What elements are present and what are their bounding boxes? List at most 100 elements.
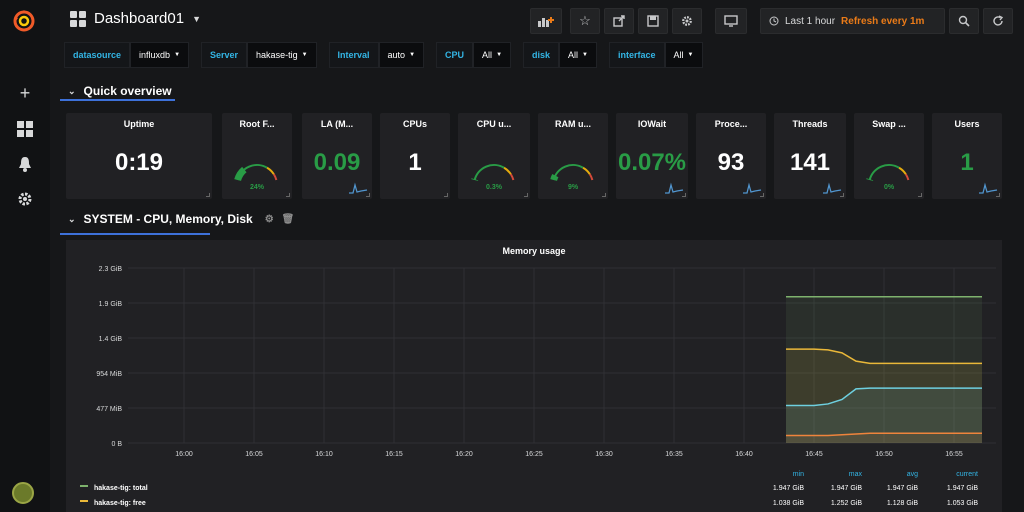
memory-usage-panel: Memory usage 2.3 GiB 1.9 GiB 1.4 GiB 954 Mi…: [66, 240, 1002, 512]
x-tick-label: 16:40: [735, 451, 753, 458]
variable-label: interface: [609, 42, 665, 68]
resize-handle[interactable]: [918, 193, 922, 197]
variable-interface: interface All ▼: [609, 42, 703, 68]
refresh-button[interactable]: [983, 8, 1013, 34]
stat-title[interactable]: Root F...: [239, 119, 275, 129]
x-tick-label: 16:00: [175, 451, 193, 458]
legend-row[interactable]: hakase-tig: free 1.038 GiB 1.252 GiB 1.128 …: [80, 500, 978, 507]
settings-button[interactable]: [672, 8, 702, 34]
row-underline: [60, 233, 210, 235]
dashboards-icon[interactable]: [14, 118, 36, 140]
stat-title[interactable]: CPUs: [402, 119, 427, 129]
star-icon: ☆: [579, 13, 591, 28]
stat-panel: IOWait 0.07%: [616, 113, 688, 199]
stat-value: 141: [789, 149, 831, 176]
variable-value-dropdown[interactable]: All ▼: [473, 42, 512, 68]
zoom-out-button[interactable]: [949, 8, 979, 34]
resize-handle[interactable]: [996, 193, 1000, 197]
row-delete-trash-icon[interactable]: 🗑: [281, 213, 295, 225]
variable-disk: disk All ▼: [523, 42, 597, 68]
stat-title[interactable]: RAM u...: [555, 119, 591, 129]
grafana-logo-icon[interactable]: [11, 8, 37, 34]
y-tick-label: 0 B: [111, 441, 122, 448]
legend-column-header[interactable]: min: [793, 471, 804, 478]
legend-color-swatch: [80, 500, 88, 502]
chevron-down-icon: ▼: [174, 52, 181, 58]
variable-value-dropdown[interactable]: auto ▼: [378, 42, 425, 68]
stat-panel: Threads 141: [774, 113, 846, 199]
variable-value: auto: [387, 50, 406, 60]
resize-handle[interactable]: [760, 193, 764, 197]
y-tick-label: 1.9 GiB: [99, 301, 123, 308]
x-tick-label: 16:25: [525, 451, 543, 458]
resize-handle[interactable]: [286, 193, 290, 197]
stat-panel: RAM u... 9%: [538, 113, 608, 199]
sidebar: +: [0, 0, 50, 512]
resize-handle[interactable]: [524, 193, 528, 197]
variable-value-dropdown[interactable]: All ▼: [559, 42, 597, 68]
variable-server: Server hakase-tig ▼: [201, 42, 317, 68]
x-tick-label: 16:20: [455, 451, 473, 458]
legend-column-header[interactable]: current: [956, 471, 978, 478]
resize-handle[interactable]: [206, 193, 210, 197]
resize-handle[interactable]: [602, 193, 606, 197]
legend-column-header[interactable]: max: [849, 471, 863, 478]
y-tick-label: 1.4 GiB: [99, 336, 123, 343]
share-icon: [613, 15, 625, 27]
x-tick-label: 16:50: [875, 451, 893, 458]
add-panel-button[interactable]: [530, 8, 562, 34]
variable-value-dropdown[interactable]: hakase-tig ▼: [247, 42, 317, 68]
time-picker-button[interactable]: Last 1 hour Refresh every 1m: [760, 8, 945, 34]
row-quick-overview[interactable]: ⌄ Quick overview: [68, 84, 172, 98]
resize-handle[interactable]: [444, 193, 448, 197]
view-mode-button[interactable]: [715, 8, 747, 34]
dashboard-title: Dashboard01: [94, 10, 185, 27]
save-button[interactable]: [638, 8, 668, 34]
stat-title[interactable]: Users: [954, 119, 980, 129]
star-button[interactable]: ☆: [570, 8, 600, 34]
configuration-gear-icon[interactable]: [14, 188, 36, 210]
panel-title[interactable]: Memory usage: [502, 246, 566, 256]
variable-datasource: datasource influxdb ▼: [64, 42, 190, 68]
resize-handle[interactable]: [366, 193, 370, 197]
y-tick-label: 2.3 GiB: [99, 266, 123, 273]
row-settings-gear-icon[interactable]: ⚙: [264, 213, 274, 225]
sparkline-icon: [979, 182, 998, 194]
variable-value-dropdown[interactable]: influxdb ▼: [130, 42, 190, 68]
resize-handle[interactable]: [682, 193, 686, 197]
row-system[interactable]: ⌄ SYSTEM - CPU, Memory, Disk ⚙ 🗑: [68, 212, 294, 226]
stat-title[interactable]: Swap ...: [872, 119, 906, 129]
series-line-2: [786, 387, 982, 407]
sparkline-icon: [823, 182, 842, 194]
legend-column-header[interactable]: avg: [907, 471, 918, 478]
row-title-quick-overview: Quick overview: [83, 84, 172, 98]
create-plus-icon[interactable]: +: [19, 82, 31, 103]
stat-title[interactable]: LA (M...: [320, 119, 354, 129]
stat-title[interactable]: Uptime: [123, 119, 155, 129]
stat-title[interactable]: Proce...: [714, 119, 748, 129]
legend-row[interactable]: hakase-tig: total 1.947 GiB 1.947 GiB 1.947…: [80, 485, 978, 492]
stat-title[interactable]: CPU u...: [476, 119, 512, 129]
variable-value: hakase-tig: [256, 50, 298, 60]
series-line-1: [786, 348, 982, 365]
chevron-down-icon: ▼: [582, 52, 588, 58]
stat-title[interactable]: IOWait: [637, 119, 667, 129]
dashboard-picker[interactable]: Dashboard01 ▼: [70, 10, 201, 27]
resize-handle[interactable]: [840, 193, 844, 197]
stat-title[interactable]: Threads: [792, 119, 828, 129]
y-tick-label: 477 MiB: [96, 406, 122, 413]
alerting-bell-icon[interactable]: [14, 153, 36, 175]
legend-value-min: 1.947 GiB: [773, 485, 804, 492]
stat-panel: Swap ... 0%: [854, 113, 924, 199]
share-button[interactable]: [604, 8, 634, 34]
refresh-icon: [993, 15, 1004, 26]
gauge-value: 0.3%: [486, 184, 503, 191]
gear-icon: [682, 16, 692, 26]
user-avatar[interactable]: [12, 482, 34, 504]
search-icon: [958, 15, 970, 27]
sparkline-icon: [665, 182, 684, 194]
variable-value-dropdown[interactable]: All ▼: [664, 42, 703, 68]
template-variables-bar: datasource influxdb ▼ Server hakase-tig ▼ Inte…: [64, 42, 703, 68]
legend-color-swatch: [80, 485, 88, 487]
stat-panel: LA (M... 0.09: [302, 113, 372, 199]
